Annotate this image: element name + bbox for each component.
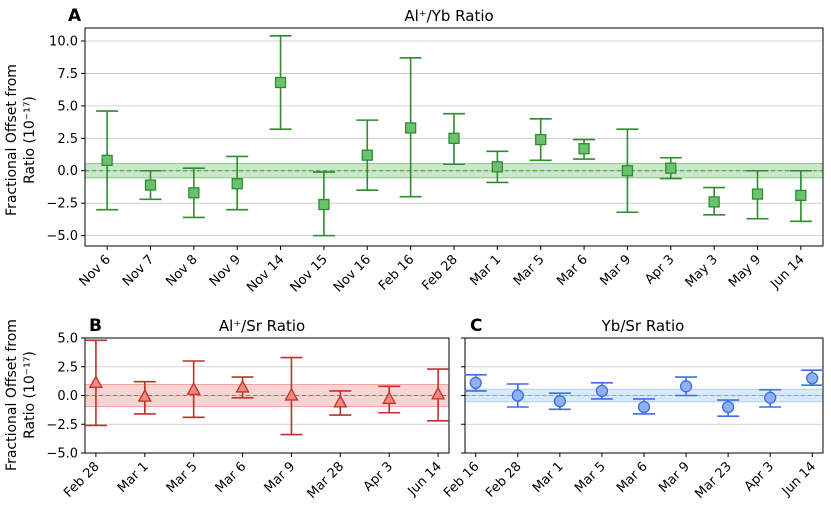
a-data-point [101, 154, 113, 167]
b-xtick-label: Mar 1 [115, 459, 152, 496]
a-xtick-label: Jun 14 [767, 252, 807, 292]
b-ytick-label: −5.0 [46, 447, 78, 462]
a-ytick-label: 2.5 [57, 132, 78, 147]
panel-a-ylabel-line1: Fractional Offset from [4, 64, 20, 216]
a-data-point [621, 165, 634, 177]
b-xtick-label: Mar 9 [262, 459, 299, 496]
c-xtick-label: Mar 9 [656, 459, 693, 496]
a-data-point [144, 179, 157, 191]
b-data-point [88, 374, 104, 389]
a-data-point [578, 143, 590, 155]
b-data-point [333, 394, 348, 408]
c-xtick-label: Mar 23 [692, 459, 735, 502]
c-xtick-label: Jun 14 [779, 459, 819, 499]
c-data-point [721, 400, 735, 414]
c-data-point [595, 384, 609, 398]
a-xtick-label: Apr 3 [642, 252, 677, 287]
c-xtick-label: Mar 6 [614, 459, 651, 496]
a-data-point [751, 188, 764, 200]
b-ytick-label: −2.5 [46, 418, 78, 433]
panel-a: A Al⁺/Yb Ratio Fractional Offset from Ra… [4, 6, 824, 295]
a-xtick-label: Nov 14 [244, 252, 287, 295]
a-data-point [795, 189, 807, 202]
b-ytick-label: 0.0 [57, 389, 78, 404]
a-xtick-label: May 3 [683, 252, 721, 290]
a-data-point [404, 122, 417, 134]
b-xtick-label: Mar 5 [164, 459, 201, 496]
c-data-point [511, 389, 524, 402]
panel-c-letter: C [470, 316, 482, 336]
c-data-point [469, 376, 482, 390]
b-xtick-label: Apr 3 [361, 459, 396, 494]
b-data-point [137, 388, 152, 402]
a-data-point [361, 149, 373, 161]
c-data-point [637, 400, 651, 414]
b-data-point [186, 381, 201, 395]
c-data-point [679, 380, 693, 393]
a-data-point [274, 76, 287, 89]
a-ytick-label: 10.0 [49, 34, 78, 49]
a-xtick-label: Mar 6 [554, 252, 591, 289]
a-ytick-label: 0.0 [57, 164, 78, 179]
a-data-point [231, 178, 243, 190]
a-xtick-label: Nov 9 [207, 252, 244, 289]
b-ytick-label: 5.0 [57, 332, 78, 347]
panel-c: C Yb/Sr Ratio Feb 16 Feb 28 Mar 1 Mar 5 Mar … [441, 316, 824, 502]
a-data-point [708, 196, 720, 208]
a-data-point [188, 187, 200, 199]
panel-b: B Al⁺/Sr Ratio Fractional Offset from Ra… [4, 316, 450, 502]
a-data-point [535, 133, 547, 146]
c-xtick-label: Feb 16 [441, 459, 483, 501]
b-data-point [235, 379, 250, 393]
b-data-point [382, 391, 397, 405]
a-xtick-label: Mar 5 [511, 252, 548, 289]
panel-b-title: Al⁺/Sr Ratio [219, 317, 305, 335]
panel-b-ylabel-line2: Ratio (10⁻¹⁷) [22, 351, 38, 439]
a-ytick-label: 7.5 [57, 67, 78, 82]
c-xtick-label: Mar 5 [572, 459, 609, 496]
panel-a-ylabel-line2: Ratio (10⁻¹⁷) [22, 96, 38, 184]
a-ytick-label: −2.5 [46, 197, 78, 212]
a-xtick-label: May 9 [726, 252, 764, 290]
a-xtick-label: Nov 15 [288, 252, 331, 295]
c-data-point [764, 391, 777, 404]
panel-b-letter: B [89, 316, 102, 336]
b-data-point [430, 386, 446, 400]
a-xtick-label: Mar 1 [467, 252, 504, 289]
a-xtick-label: Nov 7 [120, 252, 157, 289]
c-data-point [553, 395, 567, 408]
b-xtick-label: Feb 28 [61, 459, 103, 501]
a-data-point [491, 161, 504, 173]
a-xtick-label: Nov 8 [163, 252, 200, 289]
c-xtick-label: Apr 3 [742, 459, 777, 494]
a-xtick-label: Nov 16 [331, 252, 374, 295]
panel-a-title: Al⁺/Yb Ratio [404, 7, 493, 25]
a-ytick-label: 5.0 [57, 99, 78, 114]
a-xtick-label: Mar 9 [598, 252, 635, 289]
panel-a-letter: A [68, 6, 82, 26]
b-xtick-label: Jun 14 [405, 459, 445, 499]
a-data-point [665, 162, 677, 174]
b-xtick-label: Mar 6 [213, 459, 250, 496]
panel-c-title: Yb/Sr Ratio [601, 317, 685, 335]
b-data-point [284, 387, 299, 401]
a-ytick-label: −5.0 [46, 229, 78, 244]
c-xtick-label: Feb 28 [483, 459, 525, 501]
panel-b-ylabel-line1: Fractional Offset from [4, 319, 20, 471]
a-data-point [318, 198, 330, 211]
b-ytick-label: 2.5 [57, 360, 78, 375]
a-uncertainty-band [84, 163, 824, 179]
a-xtick-label: Feb 16 [376, 252, 418, 294]
b-xtick-label: Mar 28 [305, 459, 348, 502]
c-xtick-label: Mar 1 [530, 459, 567, 496]
c-data-point [806, 372, 819, 385]
a-xtick-label: Nov 6 [77, 252, 114, 289]
a-data-point [448, 132, 460, 144]
panel-b-plot: −5.0 −2.5 0.0 2.5 5.0 Feb 28 Mar 1 Mar 5 Mar 6 Ma… [46, 332, 450, 502]
a-xtick-label: Feb 28 [419, 252, 461, 294]
panel-c-plot: Feb 16 Feb 28 Mar 1 Mar 5 Mar 6 Mar 9 Mar 23 Ap… [441, 337, 824, 502]
